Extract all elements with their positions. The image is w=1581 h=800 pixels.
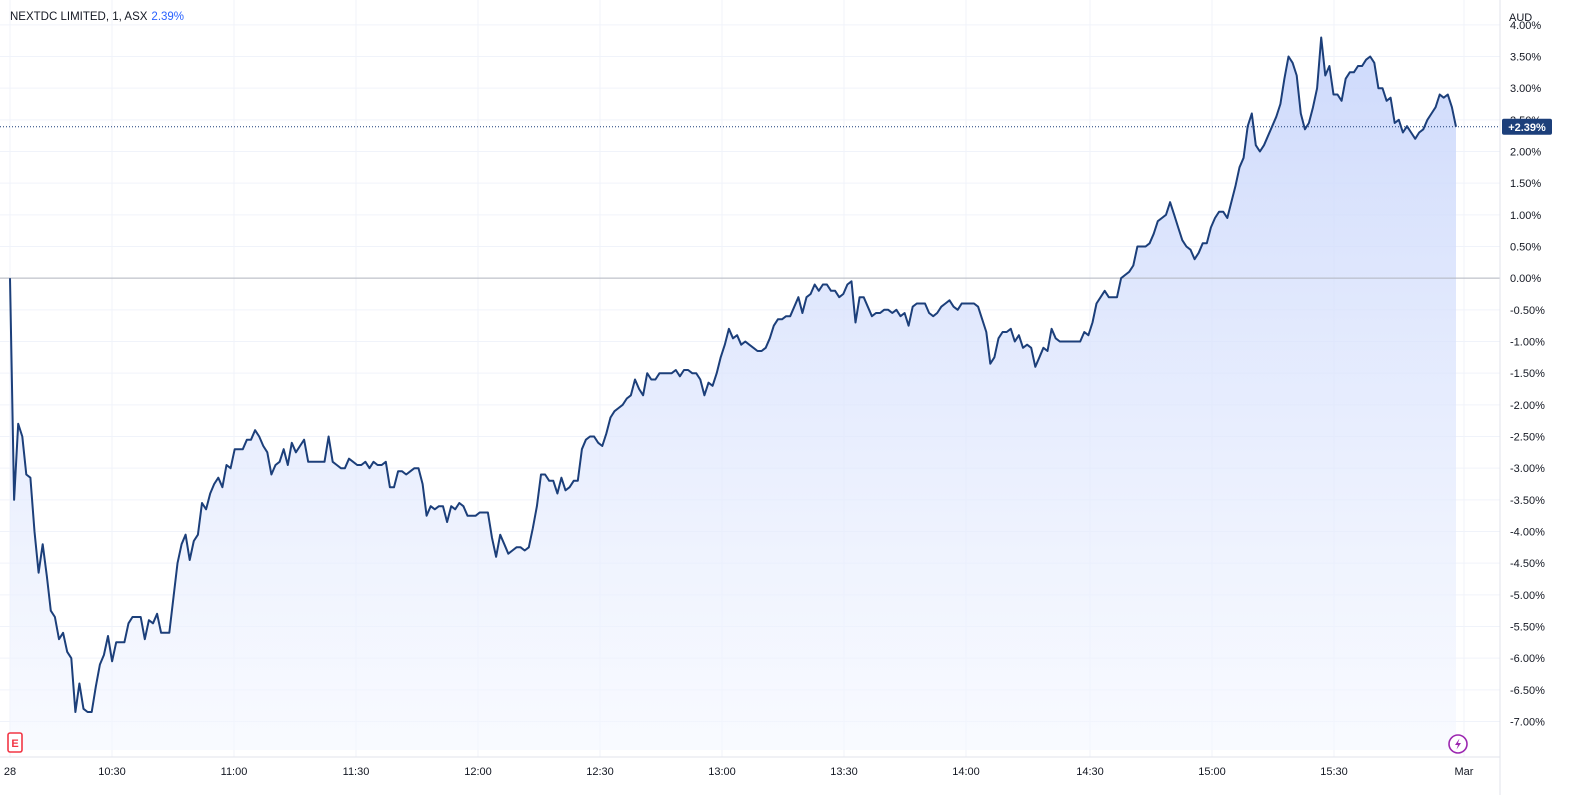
y-tick-label: -2.00% — [1510, 400, 1545, 412]
last-price-badge-bg — [1502, 118, 1552, 135]
x-tick-label: 28 — [4, 766, 16, 778]
price-line[interactable] — [9, 36, 1457, 713]
legend-exchange: ASX — [124, 11, 148, 23]
legend-interval: 1 — [112, 11, 119, 23]
currency-label: AUD — [1509, 12, 1533, 24]
last-price-badge-label: +2.39% — [1508, 122, 1546, 134]
svg-text:E: E — [11, 738, 18, 750]
time-axis[interactable]: 28 10:30 11:00 11:30 12:00 12:30 13:00 13:30 14:… — [4, 766, 1474, 778]
y-tick-label: 1.50% — [1510, 178, 1541, 190]
y-tick-label: -4.50% — [1510, 558, 1545, 570]
chart-legend[interactable]: NEXTDC LIMITED, 1, ASX 2.39% — [10, 11, 185, 23]
lightning-icon[interactable] — [1448, 734, 1468, 754]
y-tick-label: -7.00% — [1510, 717, 1545, 729]
y-tick-label: -1.50% — [1510, 368, 1545, 380]
x-tick-label: 15:00 — [1198, 766, 1226, 778]
x-tick-label: 11:00 — [221, 766, 248, 778]
y-tick-label: -3.50% — [1510, 495, 1545, 507]
y-tick-label: -2.50% — [1510, 432, 1545, 444]
y-tick-label: -6.50% — [1510, 685, 1545, 697]
y-tick-label: 3.50% — [1510, 52, 1541, 64]
legend-symbol: NEXTDC LIMITED — [10, 11, 106, 23]
y-tick-label: 3.00% — [1510, 83, 1541, 95]
x-tick-label: 10:30 — [98, 766, 126, 778]
y-tick-label: -3.00% — [1510, 463, 1545, 475]
x-tick-label: 12:30 — [586, 766, 614, 778]
legend-change: 2.39% — [151, 11, 185, 23]
earnings-marker-icon[interactable]: E — [7, 732, 23, 753]
x-tick-label: 12:00 — [464, 766, 492, 778]
y-tick-label: 2.00% — [1510, 147, 1541, 159]
price-area-fill — [10, 37, 1456, 750]
x-tick-label: 13:30 — [830, 766, 858, 778]
x-tick-label: 11:30 — [343, 766, 370, 778]
x-tick-label: 13:00 — [708, 766, 736, 778]
y-tick-label: -5.50% — [1510, 622, 1545, 634]
y-tick-label: -6.00% — [1510, 653, 1545, 665]
x-tick-label: Mar — [1455, 766, 1474, 778]
y-tick-label: 0.50% — [1510, 242, 1541, 254]
y-tick-label: -5.00% — [1510, 590, 1545, 602]
x-tick-label: 15:30 — [1320, 766, 1348, 778]
y-tick-label: -4.00% — [1510, 527, 1545, 539]
last-price-badge: +2.39% — [1502, 118, 1552, 135]
y-tick-label: -0.50% — [1510, 305, 1545, 317]
x-tick-label: 14:30 — [1076, 766, 1104, 778]
y-tick-label: 0.00% — [1510, 273, 1541, 285]
y-tick-label: 1.00% — [1510, 210, 1541, 222]
y-tick-label: 4.00% — [1510, 20, 1541, 32]
y-tick-label: -1.00% — [1510, 337, 1545, 349]
x-tick-label: 14:00 — [952, 766, 980, 778]
